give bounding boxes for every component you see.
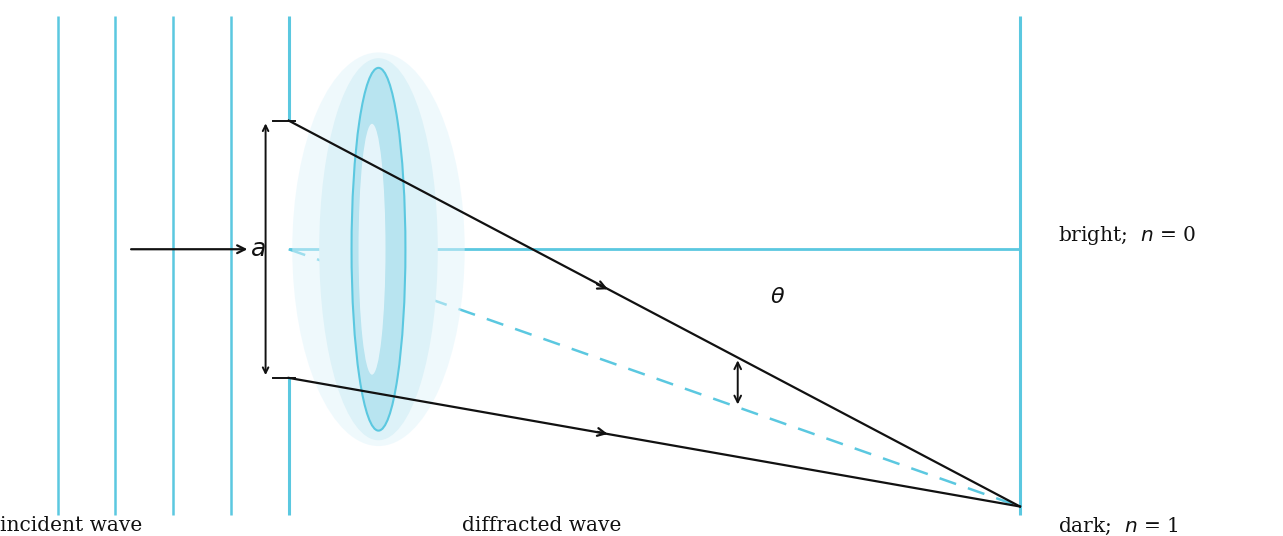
Ellipse shape (293, 53, 464, 446)
Text: $\mathit{a}$: $\mathit{a}$ (250, 238, 266, 260)
Ellipse shape (352, 68, 405, 430)
Ellipse shape (319, 58, 438, 440)
Text: diffracted wave: diffracted wave (462, 516, 621, 534)
Text: bright;  $\mathit{n}$ = 0: bright; $\mathit{n}$ = 0 (1058, 225, 1197, 247)
Text: incident wave: incident wave (0, 516, 142, 534)
Text: dark;  $\mathit{n}$ = 1: dark; $\mathit{n}$ = 1 (1058, 516, 1179, 536)
Text: $\theta$: $\theta$ (770, 286, 785, 309)
Ellipse shape (358, 124, 385, 375)
